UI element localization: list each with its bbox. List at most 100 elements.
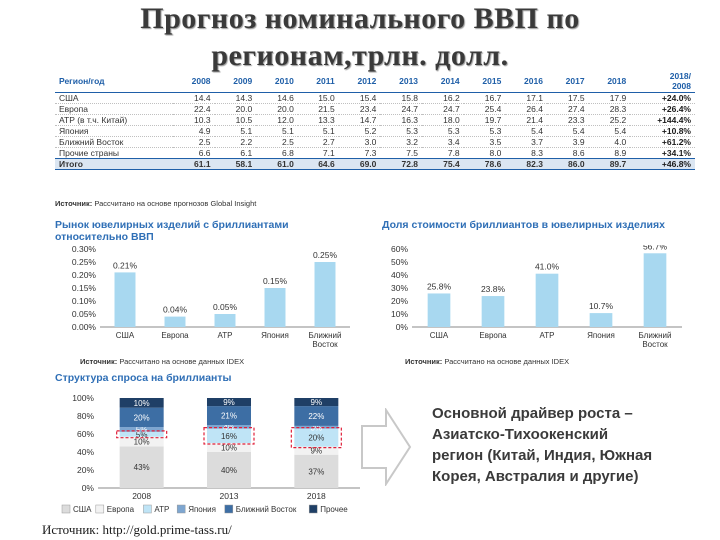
legend-label: Ближний Восток bbox=[236, 505, 297, 514]
table-cell: 5.1 bbox=[214, 125, 257, 137]
legend-label: Япония bbox=[188, 505, 216, 514]
table-cell: 17.9 bbox=[588, 92, 631, 104]
table-cell: 6.6 bbox=[172, 147, 215, 159]
table-cell: АТР (в т.ч. Китай) bbox=[55, 114, 173, 126]
chart1-source-text: Рассчитано на основе данных IDEX bbox=[119, 357, 245, 366]
chart1-title: Рынок ювелирных изделий с бриллиантами о… bbox=[55, 219, 289, 243]
segment-label: 16% bbox=[221, 432, 237, 441]
bar bbox=[264, 288, 286, 327]
table-cell: 58.1 bbox=[214, 157, 257, 170]
stacked-segment bbox=[119, 427, 164, 432]
data-label: 0.21% bbox=[113, 260, 138, 270]
y-tick-label: 20% bbox=[391, 296, 408, 306]
table-row: АТР (в т.ч. Китай) 10.3 10.5 12.0 13.3 14.7 16… bbox=[55, 114, 695, 126]
table-cell: 14.4 bbox=[172, 92, 215, 104]
table-header-cell: 2012 bbox=[338, 70, 381, 93]
legend-swatch bbox=[176, 504, 186, 514]
table-cell: 20.0 bbox=[214, 103, 257, 115]
table-row: Ближний Восток 2.5 2.2 2.5 2.7 3.0 3.2 3.4 3.5 3.… bbox=[55, 136, 695, 148]
segment-label: 9% bbox=[311, 447, 323, 456]
chart2-source-text: Рассчитано на основе данных IDEX bbox=[444, 357, 570, 366]
table-cell: 16.3 bbox=[380, 114, 423, 126]
y-tick-label: 10% bbox=[391, 309, 408, 319]
table-cell: 5.4 bbox=[546, 125, 589, 137]
table-cell: 21.5 bbox=[297, 103, 339, 115]
table-header-cell: 2008 bbox=[172, 70, 215, 93]
category-label: Восток bbox=[312, 340, 338, 349]
table-cell: 6.8 bbox=[256, 147, 298, 159]
table-cell: 26.4 bbox=[505, 103, 547, 115]
data-label: 41.0% bbox=[535, 262, 560, 272]
table-row: Прочие страны 6.6 6.1 6.8 7.1 7.3 7.5 7.8 8.0 8.3… bbox=[55, 147, 695, 159]
segment-label: 5% bbox=[136, 430, 148, 439]
table-header-cell: 2010 bbox=[256, 70, 298, 93]
table-cell: 7.3 bbox=[338, 147, 381, 159]
table-source-label: Источник: bbox=[55, 199, 93, 208]
y-tick-label: 0.00% bbox=[72, 322, 97, 332]
category-label: США bbox=[116, 331, 135, 340]
table-cell: 27.4 bbox=[546, 103, 589, 115]
table-cell: 2.7 bbox=[297, 136, 339, 148]
table-cell: 21.4 bbox=[505, 114, 547, 126]
category-label: Восток bbox=[642, 340, 668, 349]
segment-label: 22% bbox=[308, 412, 324, 421]
table-cell: +26.4% bbox=[630, 103, 695, 115]
table-cell: 5.2 bbox=[338, 125, 381, 137]
stacked-segment bbox=[294, 454, 339, 488]
segment-label: 21% bbox=[221, 412, 237, 421]
y-tick-label: 60% bbox=[77, 429, 94, 439]
table-cell: 17.5 bbox=[546, 92, 589, 104]
table-cell: Прочие страны bbox=[55, 147, 173, 159]
table-cell: 16.2 bbox=[422, 92, 464, 104]
table-row: Европа 22.4 20.0 20.0 21.5 23.4 24.7 24.7 25.4 26… bbox=[55, 103, 695, 115]
table-header-cell: 2009 bbox=[214, 70, 257, 93]
stacked-segment bbox=[294, 406, 339, 426]
stacked-segment bbox=[207, 443, 251, 452]
y-tick-label: 60% bbox=[391, 245, 408, 254]
table-cell: 10.5 bbox=[214, 114, 257, 126]
stacked-segment bbox=[207, 428, 251, 443]
bar bbox=[535, 273, 559, 327]
y-tick-label: 30% bbox=[391, 283, 408, 293]
table-row: США 14.4 14.3 14.6 15.0 15.4 15.8 16.2 16.7 17.1 1… bbox=[55, 92, 695, 104]
table-cell: 25.2 bbox=[588, 114, 631, 126]
table-cell: 16.7 bbox=[463, 92, 506, 104]
table-cell: 3.9 bbox=[546, 136, 589, 148]
callout-line-4: Корея, Австралия и другие) bbox=[432, 468, 639, 485]
table-cell: 20.0 bbox=[256, 103, 298, 115]
table-cell: Япония bbox=[55, 125, 173, 137]
y-tick-label: 20% bbox=[77, 465, 94, 475]
y-tick-label: 0.30% bbox=[72, 245, 97, 254]
segment-label: 40% bbox=[221, 466, 237, 475]
table-cell: 75.4 bbox=[422, 157, 464, 170]
data-label: 0.05% bbox=[213, 302, 238, 312]
table-cell: 8.3 bbox=[505, 147, 547, 159]
chart-jewelry-to-gdp: 0.30% 0.25% 0.20% 0.15% 0.10% 0.05% 0.00% 0.21%… bbox=[72, 245, 350, 349]
stacked-segment bbox=[207, 452, 251, 488]
table-cell: 7.8 bbox=[422, 147, 464, 159]
table-cell: 7.5 bbox=[380, 147, 423, 159]
segment-label: 20% bbox=[308, 434, 324, 443]
table-cell: 3.0 bbox=[338, 136, 381, 148]
y-tick-label: 0.15% bbox=[72, 283, 97, 293]
gdp-header-row: Регион/год 2008 2009 2010 2011 2012 2013 2014 20… bbox=[55, 70, 695, 93]
table-cell: 8.9 bbox=[588, 147, 631, 159]
table-cell: 5.4 bbox=[588, 125, 631, 137]
table-cell: 18.0 bbox=[422, 114, 464, 126]
table-cell: 5.1 bbox=[297, 125, 339, 137]
stacked-segment bbox=[207, 425, 251, 429]
data-label: 0.15% bbox=[263, 276, 288, 286]
bar bbox=[427, 293, 451, 327]
stacked-segment bbox=[119, 446, 164, 488]
table-cell: 78.6 bbox=[463, 157, 506, 170]
table-cell: Итого bbox=[55, 157, 173, 170]
table-cell: 4.0 bbox=[588, 136, 631, 148]
stacked-segment bbox=[294, 398, 339, 407]
title-line-1: Прогноз номинального ВВП по bbox=[140, 2, 580, 35]
table-header-cell: 2013 bbox=[380, 70, 423, 93]
y-tick-label: 40% bbox=[391, 270, 408, 280]
table-cell: 13.3 bbox=[297, 114, 339, 126]
table-cell: 2.2 bbox=[214, 136, 257, 148]
table-cell: 19.7 bbox=[463, 114, 506, 126]
chart2-source: Источник: Рассчитано на основе данных ID… bbox=[405, 357, 569, 366]
